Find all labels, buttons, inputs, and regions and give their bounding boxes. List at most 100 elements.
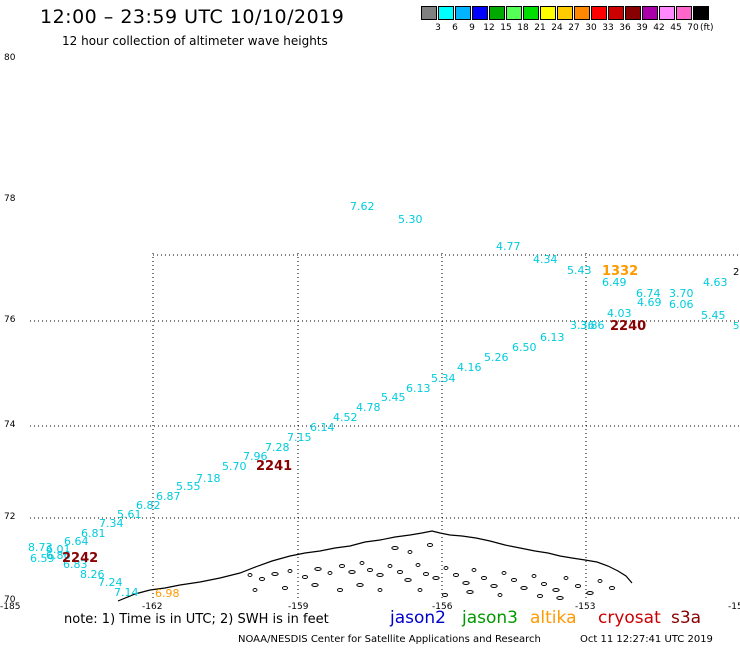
credit-text: NOAA/NESDIS Center for Satellite Applica…: [238, 634, 541, 645]
pass-time-labels: 1332 2240 2241 2242: [62, 264, 646, 566]
pass-time-label: 2242: [62, 551, 98, 566]
coastal-feature: [391, 546, 399, 550]
coastal-feature: [608, 586, 616, 590]
wave-height-value: 4.77: [496, 240, 521, 253]
colorbar-label: 70: [687, 23, 699, 33]
colorbar-label: 33: [602, 23, 614, 33]
coastal-feature: [441, 593, 449, 597]
colorbar-label: 42: [653, 23, 665, 33]
colorbar-label: 39: [636, 23, 648, 33]
wave-height-value: 5.26: [484, 351, 509, 364]
colorbar-swatch: [506, 6, 522, 20]
coastal-feature: [426, 543, 434, 547]
coastal-feature: [281, 586, 289, 590]
colorbar-swatch: [472, 6, 488, 20]
satellite-name-s3a: s3a: [671, 608, 702, 628]
colorbar-swatch: [574, 6, 590, 20]
wave-height-value: 6.01: [46, 543, 71, 556]
coastal-feature: [377, 588, 383, 592]
longitude-label: -185: [0, 602, 20, 612]
page-title: 12:00 – 23:59 UTC 10/10/2019: [40, 6, 345, 28]
coastal-feature: [407, 550, 413, 554]
axis-labels: 80 78 76 74 72 70-185 -162 -159 -156 -153 -15 2 5: [0, 53, 740, 612]
longitude-label: -153: [575, 602, 595, 612]
wave-height-value: 6.81: [81, 527, 106, 540]
longitude-label: -159: [288, 602, 309, 612]
coastal-feature: [311, 583, 319, 587]
wave-height-value: 8.73: [28, 541, 53, 554]
coastal-feature: [563, 576, 569, 580]
colorbar-swatch: [693, 6, 709, 20]
colorbar-label: 18: [517, 23, 529, 33]
coastal-feature: [574, 584, 582, 588]
wave-height-value: 5.45: [701, 309, 726, 322]
page-subtitle: 12 hour collection of altimeter wave hei…: [62, 34, 328, 48]
wave-height-value: 6.13: [406, 382, 431, 395]
wave-height-value: 6.98: [155, 587, 180, 600]
wave-height-value: 8.26: [80, 568, 105, 581]
wave-height-value: 5.55: [176, 480, 201, 493]
wave-height-value: 5.61: [117, 508, 142, 521]
wave-height-value: 6.87: [156, 490, 181, 503]
wave-height-value: 4.69: [637, 296, 662, 309]
latitude-label: 72: [4, 512, 15, 522]
latitude-label: 74: [4, 420, 16, 430]
wave-height-value: 6.74: [636, 287, 661, 300]
coastal-feature: [287, 569, 293, 573]
wave-height-value: 4.16: [457, 361, 482, 374]
coastal-feature: [462, 581, 470, 585]
wave-height-value: 3.70: [669, 287, 694, 300]
coastal-feature: [497, 593, 503, 597]
colorbar-swatch: [540, 6, 556, 20]
colorbar-swatch: [642, 6, 658, 20]
coastal-feature: [415, 563, 421, 567]
coastal-feature: [338, 564, 346, 568]
longitude-label: -156: [432, 602, 453, 612]
colorbar-swatch: [659, 6, 675, 20]
coastal-feature: [510, 578, 518, 582]
colorbar-label: 27: [568, 23, 580, 33]
colorbar-swatch: [591, 6, 607, 20]
colorbar-label: 30: [585, 23, 597, 33]
coastal-feature: [597, 579, 603, 583]
coastal-feature: [336, 588, 344, 592]
coastal-feature: [443, 566, 449, 570]
wave-height-value: 7.28: [265, 441, 290, 454]
satellite-name-cryosat: cryosat: [598, 608, 661, 628]
colorbar-label: 21: [534, 23, 546, 33]
coastal-feature: [366, 568, 374, 572]
wave-height-value: 7.34: [99, 517, 124, 530]
wave-height-value: 3.86: [580, 319, 605, 332]
longitude-label: -162: [142, 602, 162, 612]
satellite-name-jason2: jason2: [390, 608, 446, 628]
coastal-feature: [432, 576, 440, 580]
wave-height-value: 7.18: [196, 472, 221, 485]
coastal-feature: [586, 591, 594, 595]
colorbar-unit: (ft): [700, 23, 714, 33]
latitude-label: 76: [4, 315, 16, 325]
coastal-feature: [490, 584, 498, 588]
coastal-feature: [301, 575, 309, 579]
coastal-feature: [480, 576, 488, 580]
latitude-label: 80: [4, 53, 16, 63]
coastal-feature: [376, 573, 384, 577]
wave-height-value: 5.34: [431, 372, 456, 385]
wave-height-value: 6.13: [540, 331, 565, 344]
coastal-feature: [540, 582, 548, 586]
colorbar-swatch: [421, 6, 437, 20]
coastal-feature: [466, 590, 474, 594]
colorbar-swatch: [523, 6, 539, 20]
wave-height-value: 3.36: [570, 319, 595, 332]
satellite-name-altika: altika: [530, 608, 577, 628]
satellite-name-jason3: jason3: [462, 608, 518, 628]
coastal-feature: [252, 588, 258, 592]
colorbar-swatch: [676, 6, 692, 20]
coastal-feature: [271, 572, 279, 576]
colorbar-swatch: [438, 6, 454, 20]
coastal-feature: [247, 573, 253, 577]
wave-height-value: 4.78: [356, 401, 381, 414]
coastal-feature: [536, 594, 544, 598]
wave-height-value: 7.24: [98, 576, 123, 589]
wave-height-value: 6.49: [602, 276, 627, 289]
